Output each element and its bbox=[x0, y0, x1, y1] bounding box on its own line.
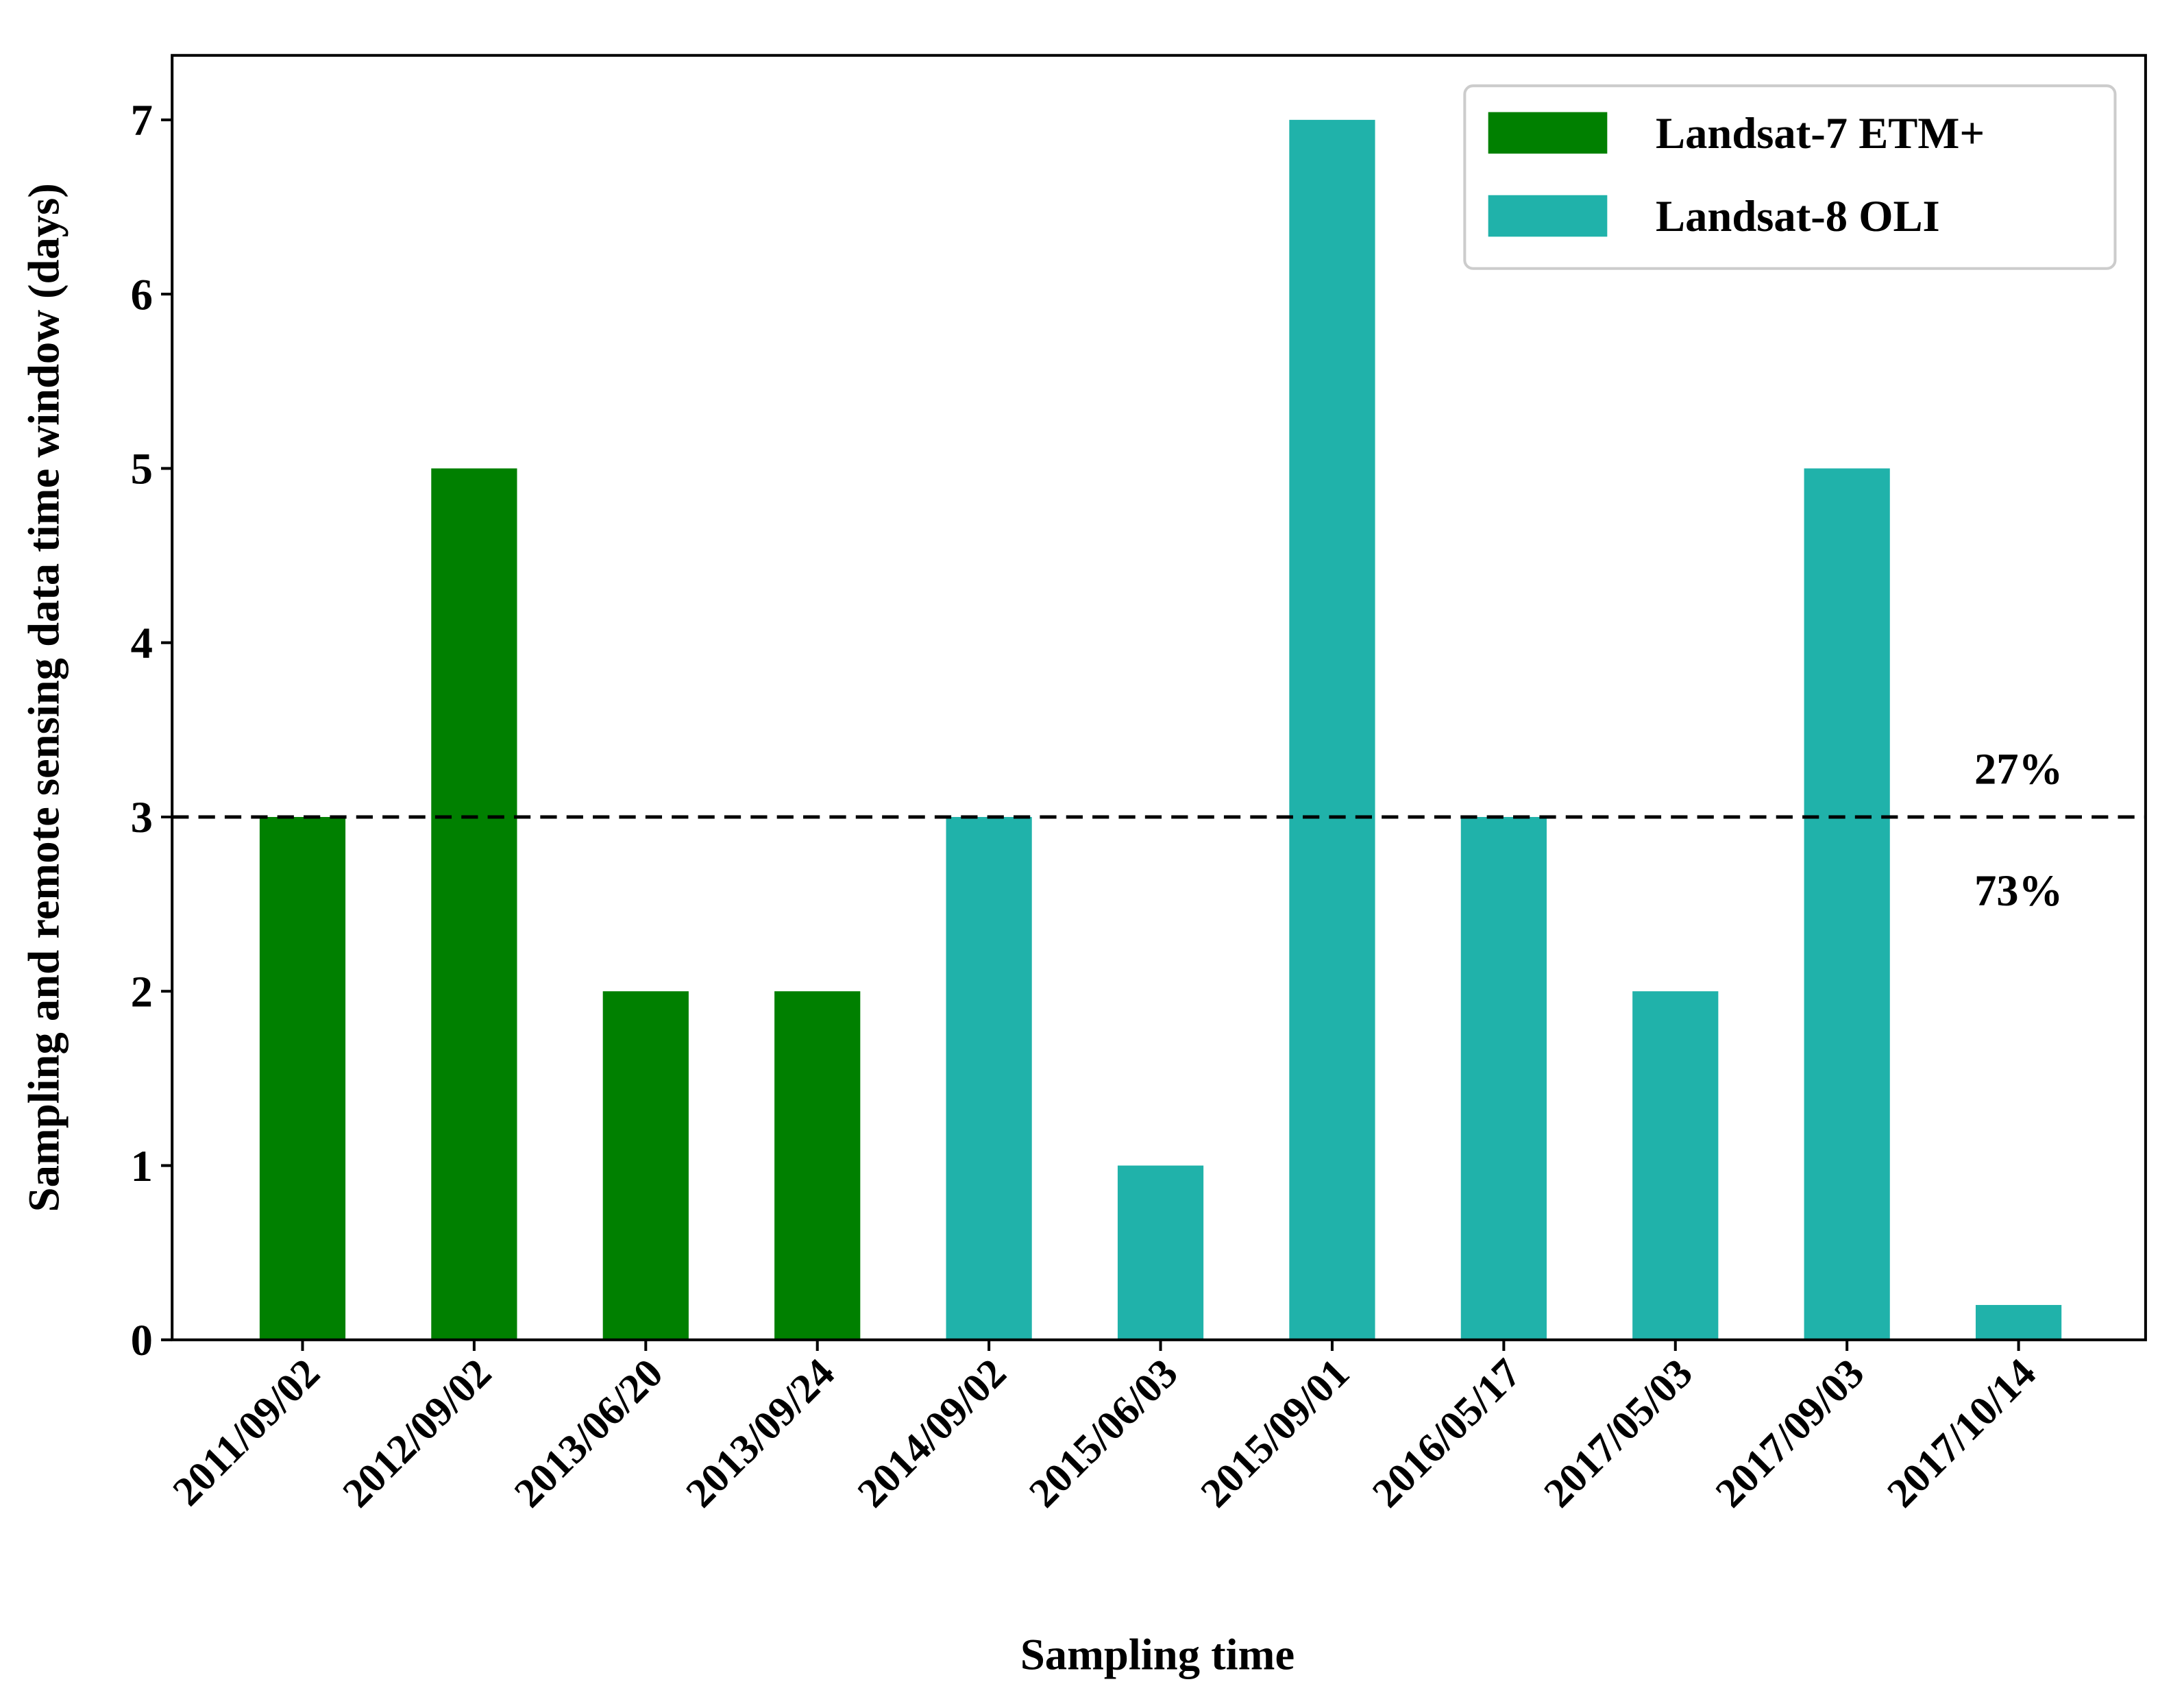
bar bbox=[1117, 1165, 1204, 1340]
x-tick-label: 2017/05/03 bbox=[1535, 1350, 1702, 1517]
bar bbox=[774, 991, 861, 1340]
legend-label: Landsat-7 ETM+ bbox=[1656, 108, 1985, 158]
x-axis-label: Sampling time bbox=[1020, 1629, 1295, 1679]
y-axis-label: Sampling and remote sensing data time wi… bbox=[19, 183, 69, 1212]
legend-swatch bbox=[1488, 195, 1608, 237]
bar bbox=[946, 816, 1032, 1340]
annotation: 27% bbox=[1974, 744, 2063, 794]
bar bbox=[259, 816, 346, 1340]
bar bbox=[431, 468, 517, 1340]
x-tick-label: 2016/05/17 bbox=[1364, 1350, 1530, 1517]
x-tick-label: 2013/09/24 bbox=[677, 1350, 844, 1517]
x-tick-label: 2014/09/02 bbox=[849, 1350, 1016, 1517]
bar bbox=[1632, 991, 1719, 1340]
bar bbox=[1289, 119, 1375, 1340]
bar bbox=[1975, 1304, 2062, 1340]
x-tick-label: 2017/10/14 bbox=[1878, 1350, 2045, 1517]
legend-box bbox=[1463, 84, 2117, 270]
y-tick-label: 6 bbox=[131, 269, 153, 319]
x-tick-label: 2013/06/20 bbox=[506, 1350, 672, 1517]
y-tick-label: 7 bbox=[131, 95, 153, 145]
annotation: 73% bbox=[1974, 866, 2063, 915]
bar bbox=[602, 991, 689, 1340]
bar bbox=[1460, 816, 1547, 1340]
plot-frame bbox=[171, 53, 2147, 1341]
x-tick-label: 2015/06/03 bbox=[1020, 1350, 1187, 1517]
y-tick-label: 3 bbox=[131, 792, 153, 842]
y-tick-label: 4 bbox=[131, 618, 153, 668]
y-tick-label: 2 bbox=[131, 966, 153, 1016]
y-tick-label: 1 bbox=[131, 1141, 153, 1191]
legend-swatch bbox=[1488, 112, 1608, 154]
bar bbox=[1804, 468, 1890, 1340]
y-tick-label: 5 bbox=[131, 444, 153, 493]
x-tick-label: 2012/09/02 bbox=[334, 1350, 501, 1517]
y-tick-label: 0 bbox=[131, 1315, 153, 1365]
x-tick-label: 2011/09/02 bbox=[164, 1350, 328, 1515]
x-tick-label: 2017/09/03 bbox=[1707, 1350, 1874, 1517]
x-tick-label: 2015/09/01 bbox=[1192, 1350, 1359, 1517]
legend-label: Landsat-8 OLI bbox=[1656, 191, 1940, 241]
